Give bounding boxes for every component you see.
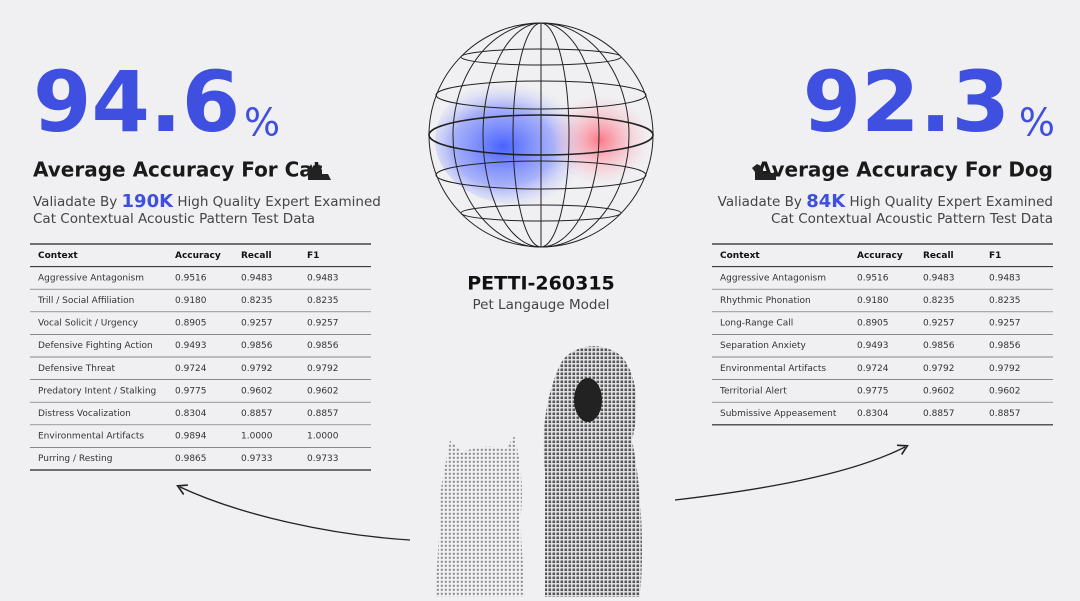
globe [428,22,654,248]
table-cell: 0.9894 [175,432,207,442]
subtitle: Cat Contextual Acoustic Pattern Test Dat… [771,211,1053,227]
table-cell: 0.9516 [857,273,889,283]
table-cell: 0.9483 [923,273,955,283]
table-cell: 0.9516 [175,273,207,283]
stat-unit: % [244,101,280,145]
table-cell: 1.0000 [307,432,339,442]
table-header: F1 [307,251,319,261]
heading: Average Accuracy For Dog [757,158,1053,182]
table-cell: Predatory Intent / Stalking [38,386,156,396]
table-cell: 0.9602 [307,386,339,396]
table-cell: 0.9257 [989,319,1021,329]
table-cell: 0.9733 [241,454,273,464]
table-cell: 0.9856 [241,341,273,351]
table-cell: 0.9257 [307,319,339,329]
table-cell: 0.8857 [241,409,273,419]
stat-unit: % [1019,101,1055,145]
table-cell: 0.8857 [989,409,1021,419]
table-cell: Rhythmic Phonation [720,296,811,306]
table-cell: 0.9865 [175,454,207,464]
subtitle: Valiadate By 84K High Quality Expert Exa… [718,191,1053,212]
stat-value: 94.6 [33,53,240,151]
table-cell: Purring / Resting [38,454,112,464]
table-cell: Environmental Artifacts [720,364,826,374]
dog-icon [752,164,776,180]
table-cell: 0.9257 [241,319,273,329]
table-header: Recall [923,251,954,261]
arrow [674,447,905,501]
table-cell: 0.9483 [989,273,1021,283]
table-cell: 0.9180 [857,296,889,306]
table-cell: 0.9792 [989,364,1021,374]
table-cell: 0.8857 [923,409,955,419]
table-cell: 0.8304 [857,409,889,419]
table-cell: 0.9856 [923,341,955,351]
cat-icon [308,164,331,180]
table-cell: Long-Range Call [720,319,793,329]
table-cell: Aggressive Antagonism [38,273,144,283]
table-cell: 0.8304 [175,409,207,419]
table-header: Recall [241,251,272,261]
subtitle: Cat Contextual Acoustic Pattern Test Dat… [33,211,315,227]
table-header: Context [720,251,760,261]
table-cell: 0.9493 [175,341,207,351]
arrow [180,487,411,541]
table-cell: 0.9602 [989,386,1021,396]
table-cell: Territorial Alert [719,386,787,396]
table-cell: Vocal Solicit / Urgency [38,319,139,329]
table-cell: 0.9792 [923,364,955,374]
table-cell: Defensive Fighting Action [38,341,153,351]
table-header: F1 [989,251,1001,261]
pets-illustration [435,346,643,597]
stat-value: 92.3 [803,53,1010,151]
table-cell: 0.9856 [989,341,1021,351]
table-cell: Distress Vocalization [38,409,131,419]
table-cell: 0.8235 [923,296,955,306]
table-cell: Aggressive Antagonism [720,273,826,283]
table-header: Accuracy [175,251,221,261]
table-cell: 0.9257 [923,319,955,329]
table-cell: 0.8857 [307,409,339,419]
table-cell: 0.9493 [857,341,889,351]
table-cell: 0.8905 [857,319,889,329]
table-cell: 0.9483 [241,273,273,283]
table-cell: 0.9180 [175,296,207,306]
table-cell: 0.8235 [989,296,1021,306]
model-desc: Pet Langauge Model [473,297,610,313]
table-cell: Submissive Appeasement [720,409,837,419]
subtitle: Valiadate By 190K High Quality Expert Ex… [33,191,381,212]
table-cell: 0.9792 [241,364,273,374]
table-cell: Trill / Social Affiliation [37,296,134,306]
table-cell: 0.9733 [307,454,339,464]
table-cell: Defensive Threat [38,364,116,374]
table-cell: Environmental Artifacts [38,432,144,442]
table-cell: 0.9724 [857,364,889,374]
table-cell: Separation Anxiety [720,341,807,351]
table-cell: 0.8905 [175,319,207,329]
table-cell: 0.8235 [241,296,273,306]
table-cell: 0.9483 [307,273,339,283]
table-cell: 0.9792 [307,364,339,374]
table-cell: 0.9724 [175,364,207,374]
table-cell: 1.0000 [241,432,273,442]
table-cell: 0.9775 [857,386,889,396]
heading: Average Accuracy For Cat [33,158,323,182]
table-cell: 0.9856 [307,341,339,351]
table-header: Context [38,251,78,261]
table-cell: 0.8235 [307,296,339,306]
table-cell: 0.9602 [923,386,955,396]
model-name: PETTI-260315 [467,273,615,295]
table-cell: 0.9602 [241,386,273,396]
table-cell: 0.9775 [175,386,207,396]
table-header: Accuracy [857,251,903,261]
